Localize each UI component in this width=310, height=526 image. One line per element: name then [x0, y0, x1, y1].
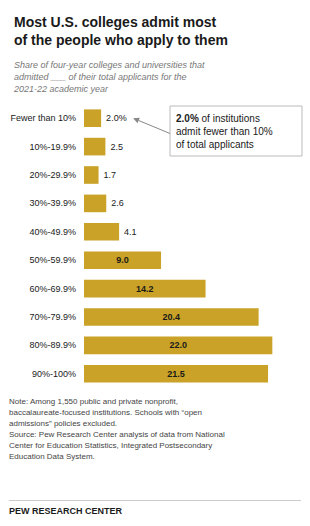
svg-text:admitted ___ of their total ap: admitted ___ of their total applicants f… [14, 72, 187, 82]
svg-text:80%-89.9%: 80%-89.9% [29, 340, 76, 350]
svg-text:of institutions: of institutions [199, 113, 260, 124]
svg-text:14.2: 14.2 [136, 284, 154, 294]
svg-text:40%-49.9%: 40%-49.9% [29, 227, 76, 237]
svg-text:22.0: 22.0 [169, 340, 187, 350]
svg-text:50%-59.9%: 50%-59.9% [29, 255, 76, 265]
svg-text:2.0%: 2.0% [106, 113, 127, 123]
svg-text:2.0%: 2.0% [176, 113, 199, 124]
svg-text:Education Data System.: Education Data System. [9, 452, 95, 461]
svg-text:Note: Among 1,550 public and p: Note: Among 1,550 public and private non… [9, 397, 178, 406]
svg-text:Source: Pew Research Center an: Source: Pew Research Center analysis of … [9, 430, 225, 439]
svg-text:baccalaureate-focused institut: baccalaureate-focused institutions. Scho… [9, 408, 202, 417]
svg-text:admit fewer than 10%: admit fewer than 10% [176, 126, 273, 137]
svg-text:PEW RESEARCH CENTER: PEW RESEARCH CENTER [9, 506, 123, 516]
svg-text:2.6: 2.6 [111, 198, 124, 208]
svg-text:admissions” policies excluded.: admissions” policies excluded. [9, 419, 117, 428]
svg-text:9.0: 9.0 [116, 255, 129, 265]
svg-text:Center for Education Statistic: Center for Education Statistics, Integra… [9, 441, 212, 450]
svg-text:of the people who apply to the: of the people who apply to them [14, 32, 228, 48]
svg-text:Fewer than 10%: Fewer than 10% [10, 113, 76, 123]
svg-text:10%-19.9%: 10%-19.9% [29, 142, 76, 152]
svg-text:21.5: 21.5 [167, 369, 185, 379]
svg-text:Share of four-year colleges an: Share of four-year colleges and universi… [14, 60, 205, 70]
svg-text:4.1: 4.1 [124, 227, 137, 237]
svg-text:of total applicants: of total applicants [176, 139, 254, 150]
svg-text:Most U.S. colleges admit most: Most U.S. colleges admit most [14, 14, 217, 30]
svg-text:60%-69.9%: 60%-69.9% [29, 284, 76, 294]
svg-text:20%-29.9%: 20%-29.9% [29, 170, 76, 180]
svg-text:2021-22 academic year: 2021-22 academic year [13, 84, 109, 94]
svg-text:70%-79.9%: 70%-79.9% [29, 312, 76, 322]
svg-text:2.5: 2.5 [110, 142, 123, 152]
svg-text:20.4: 20.4 [163, 312, 181, 322]
svg-text:90%-100%: 90%-100% [32, 369, 76, 379]
svg-text:30%-39.9%: 30%-39.9% [29, 198, 76, 208]
svg-text:1.7: 1.7 [104, 170, 117, 180]
